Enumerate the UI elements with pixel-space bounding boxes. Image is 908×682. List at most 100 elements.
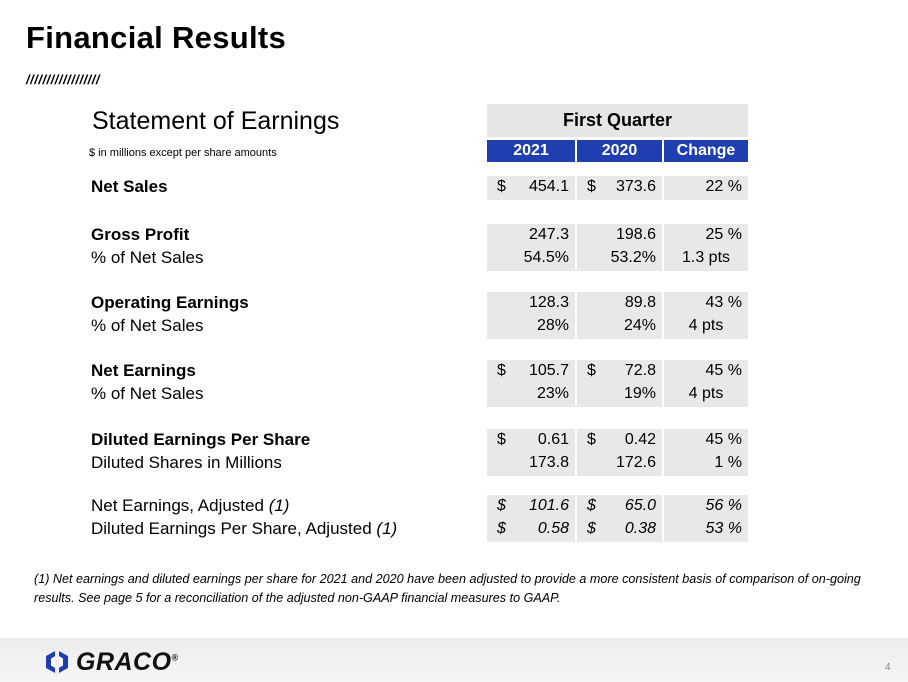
cell-value: 53.2% — [610, 249, 656, 266]
cell-value: 0.58 — [537, 520, 569, 537]
row-label: Operating Earnings — [91, 293, 249, 313]
band — [577, 360, 662, 407]
row-label: Net Earnings, Adjusted (1) — [91, 496, 289, 516]
cell-value: 101.6 — [528, 497, 569, 514]
cell-value: 1.3 pts — [681, 249, 731, 266]
currency-sign: $ — [497, 520, 506, 537]
logo: GRACO® — [76, 648, 179, 677]
label-text: Net Earnings — [91, 361, 196, 380]
label-text: Diluted Shares in Millions — [91, 453, 282, 472]
row-label: Diluted Earnings Per Share — [91, 430, 310, 450]
footnote: (1) Net earnings and diluted earnings pe… — [34, 572, 861, 605]
cell-value: 65.0 — [624, 497, 656, 514]
band — [577, 495, 662, 542]
cell-value: 24% — [623, 317, 656, 334]
logo-icon — [46, 649, 68, 675]
cell-value: 4 pts — [688, 317, 724, 334]
band — [577, 292, 662, 339]
cell-value: 172.6 — [615, 454, 656, 471]
cell-value: 173.8 — [528, 454, 569, 471]
label-note: (1) — [376, 519, 398, 538]
cell-value: 25 % — [705, 226, 742, 243]
currency-sign: $ — [497, 178, 506, 195]
logo-mark: ® — [171, 652, 179, 663]
currency-sign: $ — [587, 431, 596, 448]
label-text: Net Earnings, Adjusted — [91, 496, 264, 515]
label-text: Gross Profit — [91, 225, 190, 244]
band — [487, 495, 575, 542]
band — [664, 429, 748, 476]
units-note: $ in millions except per share amounts — [89, 147, 277, 159]
cell-value: 22 % — [705, 178, 742, 195]
cell-value: 247.3 — [528, 226, 569, 243]
cell-value: 19% — [623, 385, 656, 402]
row-label: % of Net Sales — [91, 316, 203, 336]
label-text: % of Net Sales — [91, 384, 204, 403]
footer-band — [0, 638, 908, 682]
band — [487, 292, 575, 339]
row-label: % of Net Sales — [91, 248, 203, 268]
currency-sign: $ — [587, 497, 596, 514]
row-label: Net Sales — [91, 177, 168, 197]
cell-value: 28% — [536, 317, 569, 334]
band — [664, 495, 748, 542]
row-label: Diluted Shares in Millions — [91, 453, 282, 473]
cell-value: 72.8 — [624, 362, 656, 379]
cell-value: 454.1 — [528, 178, 569, 195]
cell-value: 1 % — [714, 454, 742, 471]
cell-value: 54.5% — [523, 249, 569, 266]
label-note: (1) — [268, 496, 290, 515]
band — [577, 176, 662, 200]
cell-value: 89.8 — [624, 294, 656, 311]
period-header: First Quarter — [487, 104, 748, 137]
label-text: Net Sales — [91, 177, 168, 196]
cell-value: 105.7 — [528, 362, 569, 379]
logo-text: GRACO — [76, 648, 172, 676]
column-header: Change — [664, 140, 748, 162]
cell-value: 198.6 — [615, 226, 656, 243]
cell-value: 56 % — [705, 497, 742, 514]
currency-sign: $ — [587, 362, 596, 379]
band — [487, 176, 575, 200]
cell-value: 53 % — [705, 520, 742, 537]
cell-value: 0.61 — [537, 431, 569, 448]
band — [664, 360, 748, 407]
cell-value: 128.3 — [528, 294, 569, 311]
cell-value: 45 % — [705, 431, 742, 448]
cell-value: 45 % — [705, 362, 742, 379]
label-text: % of Net Sales — [91, 316, 204, 335]
cell-value: 0.38 — [624, 520, 656, 537]
band — [487, 224, 575, 271]
label-text: Operating Earnings — [91, 293, 249, 312]
band — [487, 360, 575, 407]
band — [664, 224, 748, 271]
band — [577, 224, 662, 271]
cell-value: 43 % — [705, 294, 742, 311]
currency-sign: $ — [497, 431, 506, 448]
cell-value: 23% — [536, 385, 569, 402]
row-label: % of Net Sales — [91, 384, 203, 404]
cell-value: 373.6 — [615, 178, 656, 195]
row-label: Diluted Earnings Per Share, Adjusted (1) — [91, 519, 397, 539]
decoration: ////////////////// — [26, 72, 101, 87]
row-label: Net Earnings — [91, 361, 196, 381]
currency-sign: $ — [587, 178, 596, 195]
column-header: 2020 — [577, 140, 662, 162]
page-number: 4 — [885, 662, 891, 673]
label-text: Diluted Earnings Per Share — [91, 430, 311, 449]
cell-value: 4 pts — [688, 385, 724, 402]
label-text: % of Net Sales — [91, 248, 204, 267]
band — [487, 429, 575, 476]
band — [664, 176, 748, 200]
statement-title: Statement of Earnings — [92, 107, 340, 135]
cell-value: 0.42 — [624, 431, 656, 448]
title: Financial Results — [26, 20, 287, 55]
row-label: Gross Profit — [91, 225, 189, 245]
band — [664, 292, 748, 339]
label-text: Diluted Earnings Per Share, Adjusted — [91, 519, 372, 538]
currency-sign: $ — [587, 520, 596, 537]
column-header: 2021 — [487, 140, 575, 162]
currency-sign: $ — [497, 362, 506, 379]
currency-sign: $ — [497, 497, 506, 514]
